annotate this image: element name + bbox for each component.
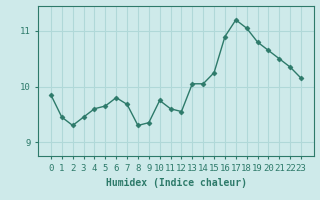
X-axis label: Humidex (Indice chaleur): Humidex (Indice chaleur) — [106, 178, 246, 188]
